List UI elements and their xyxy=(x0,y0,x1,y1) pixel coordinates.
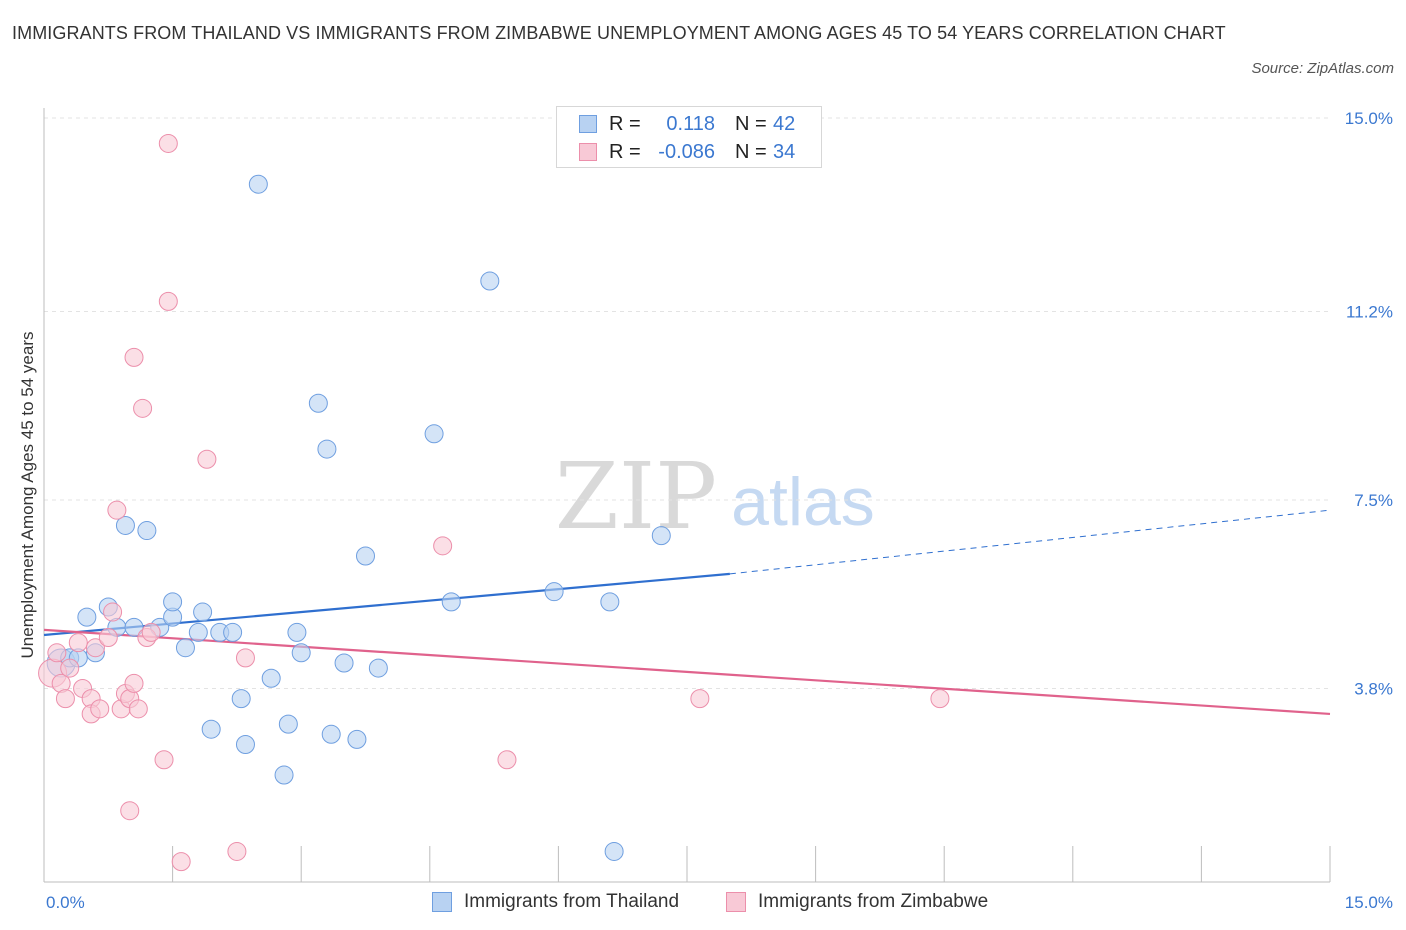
axes xyxy=(43,108,1331,883)
point-zimbabwe xyxy=(47,643,67,663)
legend-item-thailand[interactable]: Immigrants from Thailand xyxy=(432,888,679,916)
point-thailand xyxy=(441,592,461,612)
point-thailand xyxy=(248,174,268,194)
point-zimbabwe xyxy=(124,347,144,367)
y-tick-labels: 3.8% 7.5% 11.2% 15.0% xyxy=(1345,109,1393,698)
point-thailand xyxy=(604,841,624,861)
point-zimbabwe xyxy=(690,689,710,709)
n-label: N = xyxy=(735,112,767,135)
r-label: R = xyxy=(609,112,641,135)
point-thailand xyxy=(651,526,671,546)
point-zimbabwe xyxy=(85,638,105,658)
point-zimbabwe xyxy=(171,852,191,872)
point-thailand xyxy=(424,424,444,444)
point-zimbabwe xyxy=(197,449,217,469)
point-thailand xyxy=(278,714,298,734)
x-tick-label: 15.0% xyxy=(1345,893,1393,912)
point-zimbabwe xyxy=(133,398,153,418)
point-zimbabwe xyxy=(90,699,110,719)
watermark-zip: ZIP xyxy=(555,443,717,550)
n-value: 34 xyxy=(773,140,796,163)
point-thailand xyxy=(235,734,255,754)
point-thailand xyxy=(193,602,213,622)
point-thailand xyxy=(188,622,208,642)
point-zimbabwe xyxy=(154,750,174,770)
point-zimbabwe xyxy=(497,750,517,770)
r-label: R = xyxy=(609,140,641,163)
y-tick-label: 11.2% xyxy=(1346,303,1393,322)
legend-swatch-thailand xyxy=(579,115,597,133)
legend-label-zimbabwe: Immigrants from Zimbabwe xyxy=(758,891,989,912)
point-thailand xyxy=(124,617,144,637)
point-zimbabwe xyxy=(227,841,247,861)
point-zimbabwe xyxy=(158,133,178,153)
point-thailand xyxy=(77,607,97,627)
point-zimbabwe xyxy=(433,536,453,556)
stats-legend: R = 0.118 N = 42 R = -0.086 N = 34 xyxy=(556,106,822,168)
stats-legend-row-zimbabwe: R = -0.086 N = 34 xyxy=(579,139,795,165)
trend-line-thailand-extension xyxy=(729,509,1331,575)
legend-swatch-zimbabwe xyxy=(579,143,597,161)
point-zimbabwe xyxy=(141,622,161,642)
chart-title: IMMIGRANTS FROM THAILAND VS IMMIGRANTS F… xyxy=(12,23,1226,43)
point-zimbabwe xyxy=(107,500,127,520)
point-zimbabwe xyxy=(235,648,255,668)
point-thailand xyxy=(321,724,341,744)
point-thailand xyxy=(201,719,221,739)
y-tick-label: 15.0% xyxy=(1345,109,1393,128)
point-thailand xyxy=(291,643,311,663)
point-thailand xyxy=(115,515,135,535)
point-thailand xyxy=(600,592,620,612)
legend-label-thailand: Immigrants from Thailand xyxy=(464,891,680,912)
point-thailand xyxy=(356,546,375,566)
trend-line-zimbabwe xyxy=(43,628,1331,716)
grid-lines xyxy=(44,117,1330,689)
watermark: ZIP atlas xyxy=(555,443,875,550)
point-thailand xyxy=(347,729,367,749)
point-thailand xyxy=(317,439,337,459)
point-thailand xyxy=(308,393,328,413)
point-zimbabwe xyxy=(55,689,75,709)
point-zimbabwe xyxy=(68,633,88,653)
point-thailand xyxy=(231,689,251,709)
point-thailand xyxy=(334,653,354,673)
legend-swatch-zimbabwe xyxy=(726,892,746,912)
point-thailand xyxy=(368,658,388,678)
point-thailand xyxy=(480,271,500,291)
point-zimbabwe xyxy=(124,673,144,693)
y-tick-label: 7.5% xyxy=(1354,491,1393,510)
stats-legend-row-thailand: R = 0.118 N = 42 xyxy=(579,111,795,137)
legend-item-zimbabwe[interactable]: Immigrants from Zimbabwe xyxy=(726,888,988,916)
point-zimbabwe xyxy=(103,602,123,622)
point-zimbabwe xyxy=(60,658,80,678)
point-zimbabwe xyxy=(128,699,148,719)
x-tick-labels: 0.0% 15.0% xyxy=(46,893,1393,912)
point-zimbabwe xyxy=(98,628,118,648)
n-value: 42 xyxy=(773,112,796,135)
point-thailand xyxy=(137,521,157,541)
r-value: 0.118 xyxy=(666,112,715,135)
point-thailand xyxy=(223,622,243,642)
x-tick-label: 0.0% xyxy=(46,893,85,912)
data-points xyxy=(38,133,950,872)
point-thailand xyxy=(175,638,195,658)
point-zimbabwe xyxy=(930,689,950,709)
point-zimbabwe xyxy=(120,801,140,821)
legend-swatch-thailand xyxy=(432,892,452,912)
source-label: Source: ZipAtlas.com xyxy=(1251,60,1394,77)
y-tick-label: 3.8% xyxy=(1354,679,1393,698)
n-label: N = xyxy=(735,140,767,163)
watermark-atlas: atlas xyxy=(731,464,875,540)
point-thailand xyxy=(287,622,307,642)
point-thailand xyxy=(261,668,281,688)
point-thailand xyxy=(274,765,294,785)
point-thailand xyxy=(163,592,183,612)
point-zimbabwe xyxy=(158,291,178,311)
r-value: -0.086 xyxy=(658,140,715,163)
point-thailand xyxy=(544,582,564,602)
